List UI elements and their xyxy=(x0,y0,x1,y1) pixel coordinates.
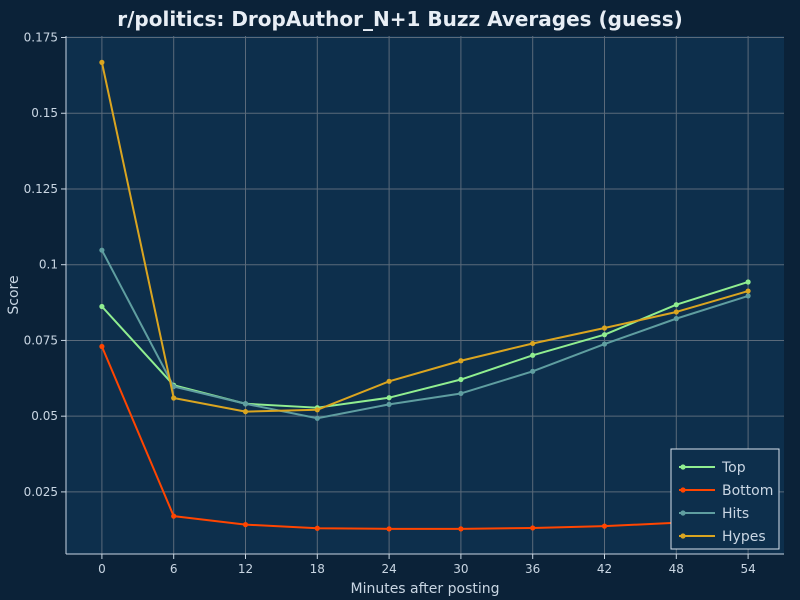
x-axis-label: Minutes after posting xyxy=(350,581,499,597)
data-point-top xyxy=(99,303,105,310)
data-point-hits xyxy=(99,247,105,253)
data-point-bottom xyxy=(458,526,464,532)
data-point-hypes xyxy=(314,407,320,413)
data-point-hypes xyxy=(99,59,105,65)
x-tick-label: 24 xyxy=(381,562,396,576)
series-line-hypes xyxy=(100,62,749,413)
y-tick-label: 0.075 xyxy=(24,333,58,347)
legend-label: Top xyxy=(721,460,746,476)
x-tick-label: 18 xyxy=(310,562,325,576)
data-point-bottom xyxy=(386,526,392,532)
y-tick-label: 0.1 xyxy=(39,258,58,272)
legend-swatch-marker xyxy=(680,510,686,516)
x-tick-label: 0 xyxy=(98,562,106,576)
legend-label: Hits xyxy=(722,506,749,522)
data-point-bottom xyxy=(171,513,177,519)
y-tick-label: 0.125 xyxy=(24,182,58,196)
data-point-hits xyxy=(458,390,464,397)
data-point-top xyxy=(673,302,679,308)
legend-swatch-marker xyxy=(680,533,686,539)
legend: Top Bottom Hits Hypes xyxy=(670,448,780,550)
series-hits xyxy=(99,247,751,421)
data-point-hypes xyxy=(171,395,177,401)
x-tick-label: 30 xyxy=(453,562,468,576)
data-point-top xyxy=(601,332,608,338)
data-point-bottom xyxy=(314,525,320,531)
y-tick-label: 0.025 xyxy=(24,485,58,499)
series-hypes xyxy=(99,59,751,415)
data-point-bottom xyxy=(99,343,105,350)
y-tick-label: 0.15 xyxy=(31,106,58,120)
y-tick-label: 0.175 xyxy=(24,31,58,45)
y-tick-label: 0.05 xyxy=(31,409,58,423)
data-point-top xyxy=(386,395,392,401)
data-point-hypes xyxy=(386,378,392,384)
data-point-hits xyxy=(242,401,249,407)
data-point-hits xyxy=(673,316,679,322)
data-point-hypes xyxy=(601,325,608,331)
data-point-hypes xyxy=(458,358,464,364)
chart-title: r/politics: DropAuthor_N+1 Buzz Averages… xyxy=(117,7,683,31)
legend-item-hits: Hits xyxy=(679,506,749,522)
y-axis-label: Score xyxy=(6,275,22,314)
data-point-top xyxy=(458,376,464,383)
data-point-hypes xyxy=(242,409,249,415)
legend-item-top: Top xyxy=(679,460,746,476)
data-point-bottom xyxy=(601,523,608,529)
data-point-hits xyxy=(601,341,608,347)
data-point-hits xyxy=(530,368,536,374)
legend-box xyxy=(670,448,780,550)
data-point-bottom xyxy=(242,522,249,528)
legend-item-hypes: Hypes xyxy=(679,529,766,545)
legend-label: Hypes xyxy=(722,529,766,545)
data-point-hits xyxy=(386,401,392,407)
x-tick-label: 36 xyxy=(525,562,540,576)
legend-item-bottom: Bottom xyxy=(679,483,773,499)
data-point-hypes xyxy=(745,288,751,294)
series-line-hits xyxy=(101,249,749,420)
x-tick-label: 54 xyxy=(740,562,755,576)
data-point-hits xyxy=(314,415,320,421)
data-point-hypes xyxy=(530,340,536,347)
data-point-top xyxy=(745,279,751,285)
series-lines xyxy=(99,59,751,532)
data-point-bottom xyxy=(530,525,536,531)
axes: 0 6 12 18 24 30 36 42 48 54 0.025 0.05 0.075 0.1 0.125… xyxy=(24,31,784,576)
x-tick-label: 6 xyxy=(170,562,178,576)
plot-area xyxy=(66,36,784,554)
legend-swatch-marker xyxy=(680,464,686,470)
legend-label: Bottom xyxy=(722,483,773,499)
x-tick-label: 48 xyxy=(669,562,684,576)
series-line-bottom xyxy=(100,346,749,530)
data-point-top xyxy=(530,352,536,358)
legend-swatch-marker xyxy=(680,487,686,493)
data-point-hypes xyxy=(673,309,679,315)
x-tick-label: 42 xyxy=(597,562,612,576)
data-point-hits xyxy=(745,293,751,299)
x-tick-label: 12 xyxy=(238,562,253,576)
